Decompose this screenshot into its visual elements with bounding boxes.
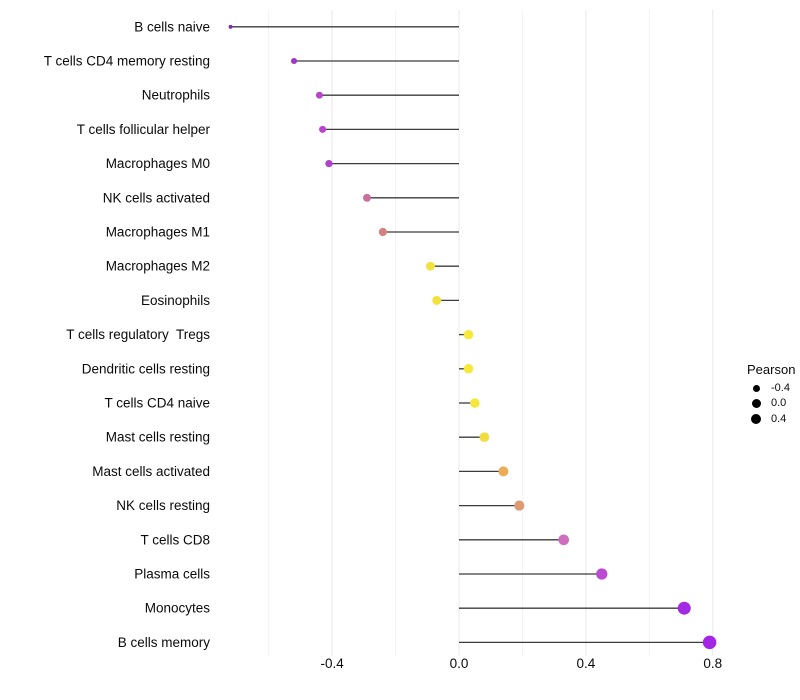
data-point [463, 364, 474, 374]
data-point [228, 24, 233, 29]
x-tick-label: 0.0 [450, 656, 469, 671]
pearson-size-dot [751, 399, 761, 408]
category-label: Eosinophils [141, 293, 210, 308]
data-point [363, 193, 371, 202]
data-point [378, 227, 387, 237]
category-label: T cells CD4 naive [104, 396, 210, 411]
category-label: T cells follicular helper [77, 122, 211, 137]
data-point [498, 466, 509, 477]
category-label: Macrophages M0 [106, 156, 210, 171]
category-label: Macrophages M1 [106, 225, 210, 240]
pearson-legend: Pearson -0.4 0.0 0.4 [747, 362, 800, 437]
data-point [702, 635, 717, 650]
category-label: Mast cells activated [92, 464, 210, 479]
category-label: T cells CD8 [140, 532, 210, 547]
category-label: T cells CD4 memory resting [44, 54, 210, 69]
pearson-size-dot [752, 384, 760, 392]
x-axis-tick-labels: -0.4 0.0 0.4 0.8 [320, 656, 722, 671]
data-point [315, 91, 323, 99]
lollipop-stems [230, 26, 710, 644]
pearson-size-label: -0.4 [771, 381, 790, 394]
data-point [290, 57, 298, 65]
data-point [470, 398, 480, 408]
pearson-size-label: 0.0 [771, 397, 787, 409]
gridlines [268, 10, 714, 656]
data-point [319, 125, 327, 133]
pearson-legend-title: Pearson [747, 362, 796, 377]
category-label: T cells regulatory Tregs [66, 327, 210, 342]
category-label: NK cells resting [116, 498, 210, 513]
pearson-size-dot [750, 413, 762, 425]
data-point [425, 261, 435, 271]
category-labels: B cells naive T cells CD4 memory resting N… [44, 19, 211, 650]
category-label: Dendritic cells resting [82, 361, 210, 376]
category-label: Plasma cells [134, 567, 210, 582]
data-point [677, 601, 691, 615]
data-point [479, 432, 490, 443]
data-point [514, 500, 525, 511]
data-point [558, 534, 570, 546]
category-label: Monocytes [145, 601, 211, 616]
data-point [325, 159, 333, 168]
data-point [596, 568, 608, 580]
category-label: Neutrophils [142, 88, 211, 103]
data-point [463, 329, 474, 340]
lollipop-points [228, 24, 717, 650]
x-tick-label: -0.4 [320, 656, 344, 671]
x-tick-label: 0.4 [577, 656, 596, 671]
category-label: Mast cells resting [106, 430, 210, 445]
data-point [432, 295, 442, 305]
category-label: B cells naive [134, 19, 210, 34]
pearson-size-label: 0.4 [771, 412, 787, 425]
x-tick-label: 0.8 [703, 656, 722, 671]
category-label: Macrophages M2 [106, 259, 210, 274]
category-label: NK cells activated [103, 190, 210, 205]
category-label: B cells memory [118, 635, 211, 650]
